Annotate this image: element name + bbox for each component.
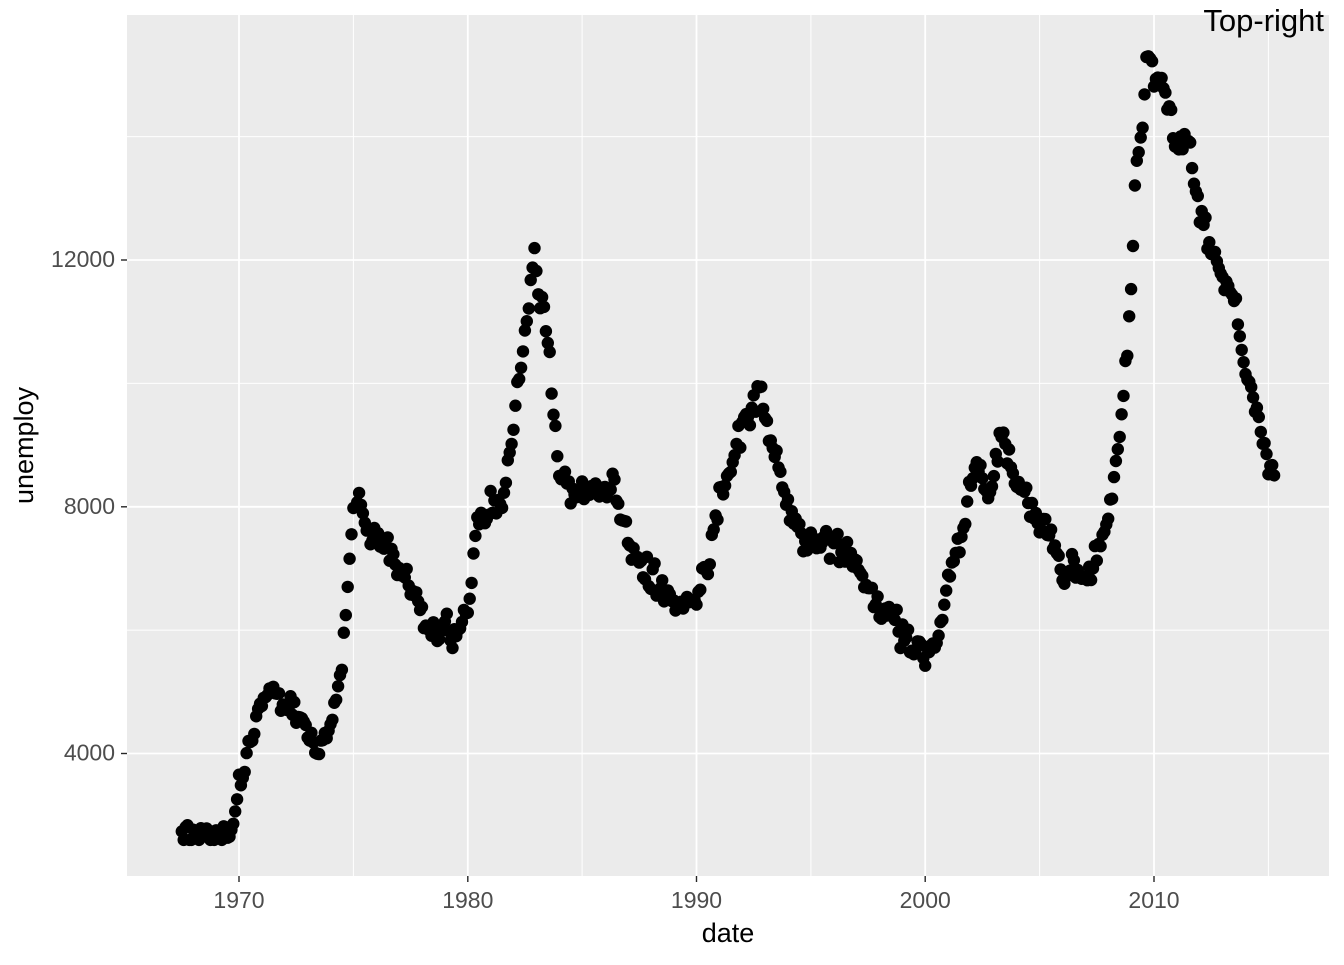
svg-text:1990: 1990 xyxy=(671,887,722,913)
svg-text:date: date xyxy=(702,918,755,948)
svg-text:unemploy: unemploy xyxy=(9,386,39,504)
svg-text:1970: 1970 xyxy=(213,887,264,913)
svg-text:2000: 2000 xyxy=(900,887,951,913)
svg-text:4000: 4000 xyxy=(64,740,115,766)
svg-text:2010: 2010 xyxy=(1128,887,1179,913)
svg-text:Top-right: Top-right xyxy=(1203,3,1324,38)
svg-text:1980: 1980 xyxy=(442,887,493,913)
svg-text:8000: 8000 xyxy=(64,493,115,519)
svg-text:12000: 12000 xyxy=(51,246,115,272)
